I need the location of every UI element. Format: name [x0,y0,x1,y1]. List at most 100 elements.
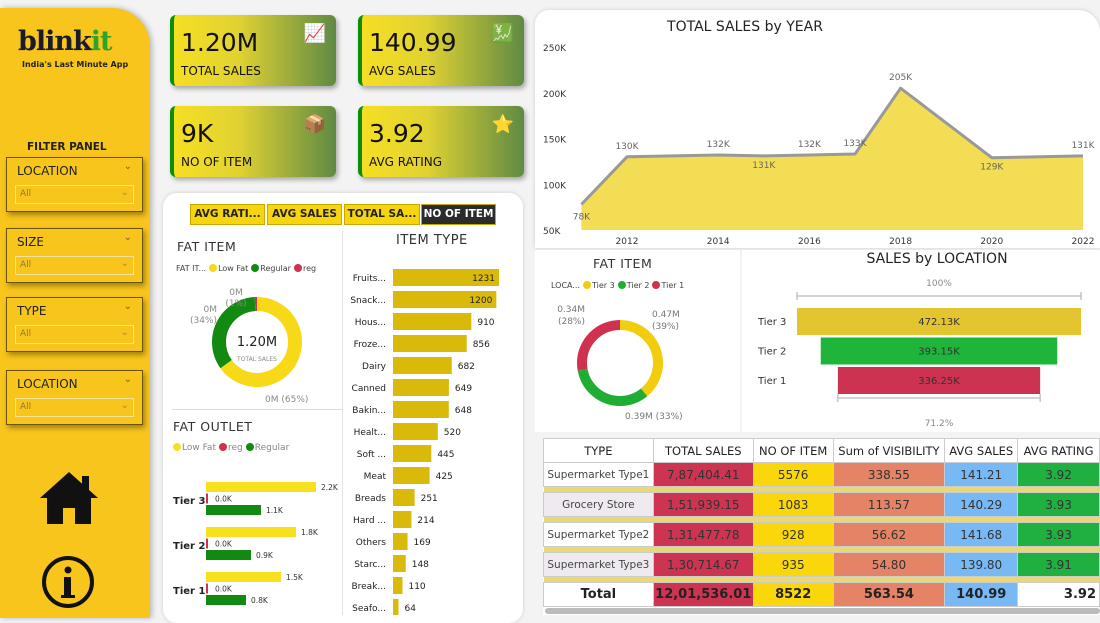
chevron-down-icon[interactable]: ⌄ [123,301,132,312]
metric-button[interactable]: TOTAL SA... [344,204,420,225]
row-separator [543,486,1100,493]
table-scrollbar[interactable] [545,608,1100,614]
y-tick-label: 250K [543,44,567,54]
funnel-bar-tier-2[interactable] [820,337,1058,365]
table-row[interactable]: Grocery Store 1,51,939.15 1083 113.57 140.29… [543,492,1100,517]
category-label: Tier 1 [757,376,786,387]
bar-low-fat[interactable] [206,482,316,492]
home-icon[interactable] [38,470,100,526]
bar-regular[interactable] [206,550,251,560]
bar[interactable] [393,335,467,352]
total-cell: Total [543,582,654,607]
bar[interactable] [393,269,499,286]
table-cell: 1083 [752,492,834,517]
bar-reg[interactable] [206,538,208,549]
column-header[interactable]: TYPE [543,438,654,463]
slicer-dropdown[interactable]: All ⌄ [15,398,134,417]
chevron-down-icon[interactable]: ⌄ [123,161,132,172]
bar[interactable] [393,533,408,550]
data-label: 2.2K [321,483,339,492]
slicer-dropdown[interactable]: All ⌄ [15,325,134,344]
bar-regular[interactable] [206,505,261,515]
kpi-label: AVG SALES [369,64,436,78]
funnel-bar-tier-1[interactable] [837,367,1041,394]
column-header[interactable]: AVG RATING [1017,438,1100,463]
divider [342,231,343,615]
data-label: 131K [1071,141,1095,151]
total-cell: 8522 [752,582,834,607]
data-label: 520 [444,428,461,438]
slicer-dropdown[interactable]: All ⌄ [15,185,134,204]
bar-low-fat[interactable] [206,572,281,582]
table-cell: 3.92 [1017,462,1100,487]
slicer-value: All [20,329,32,339]
bar[interactable] [393,291,497,308]
funnel-bottom-percent: 71.2% [925,419,954,429]
bar[interactable] [393,555,406,572]
column-header[interactable]: Sum of VISIBILITY [832,438,946,463]
bar[interactable] [393,467,430,484]
category-label: Canned [352,384,386,394]
data-label: (39%) [652,322,679,332]
chevron-down-icon[interactable]: ⌄ [123,232,132,243]
data-label: 78K [573,212,591,222]
data-label: 0.34M [557,305,585,315]
fat-item-title: FAT ITEM [177,239,237,254]
kpi-value: 140.99 [369,28,457,57]
fat-item-slice-reg[interactable] [212,297,302,387]
table-row[interactable]: Supermarket Type2 1,31,477.78 928 56.62 141.… [543,522,1100,547]
total-cell: 563.54 [832,582,946,607]
bar[interactable] [393,401,449,418]
data-label: 132K [798,140,822,150]
data-label: 129K [980,163,1004,173]
bar-reg[interactable] [206,493,208,504]
data-label: 1.8K [301,528,319,537]
metric-button[interactable]: AVG RATI... [190,204,265,225]
bar[interactable] [393,511,412,528]
sales-by-year-area-chart: 50K 100K 150K 200K 250K 2012 2014 2016 2018 2020 2… [543,44,1096,247]
bar-reg[interactable] [206,583,208,594]
data-label: 0.0K [215,495,233,504]
funnel-bar-tier-3[interactable] [797,308,1081,335]
legend-dot [173,443,181,451]
bar[interactable] [393,599,399,615]
metric-button[interactable]: AVG SALES [267,204,342,225]
slicer-2[interactable]: TYPE ⌄ All ⌄ [6,297,143,352]
column-header[interactable]: AVG SALES [944,438,1019,463]
slicer-1[interactable]: SIZE ⌄ All ⌄ [6,228,143,283]
divider [172,409,342,410]
data-label: 0.39M (33%) [625,412,683,422]
data-label: 856 [473,340,490,350]
data-label: 133K [843,139,867,149]
table-row[interactable]: Supermarket Type3 1,30,714.67 935 54.80 139.… [543,552,1100,577]
slicer-0[interactable]: LOCATION ⌄ All ⌄ [6,157,143,212]
bar-low-fat[interactable] [206,527,296,537]
kpi-label: NO OF ITEM [181,155,253,169]
table-row[interactable]: Supermarket Type1 7,87,404.41 5576 338.55 14… [543,462,1100,487]
bar[interactable] [393,357,452,374]
fat-item-legend: FAT IT... Low Fat Regular reg [176,264,317,273]
table-header: TYPE TOTAL SALES NO OF ITEM Sum of VISIBILI… [543,438,1100,463]
chevron-down-icon[interactable]: ⌄ [123,374,132,385]
kpi-card: 9K NO OF ITEM 📦 [170,106,336,177]
bar[interactable] [393,313,472,330]
bar[interactable] [393,379,449,396]
column-header[interactable]: TOTAL SALES [652,438,754,463]
location-slice-tier-2[interactable] [577,320,663,406]
slicer-dropdown[interactable]: All ⌄ [15,256,134,275]
location-slice-tier-1[interactable] [577,320,663,406]
bar[interactable] [393,489,415,506]
bar[interactable] [393,445,432,462]
slicer-3[interactable]: LOCATION ⌄ All ⌄ [6,370,143,425]
metric-button[interactable]: NO OF ITEM [421,204,496,225]
legend-item: reg [227,443,243,453]
info-icon[interactable] [41,555,95,609]
bar[interactable] [393,577,403,594]
fat-item-slice-regular[interactable] [212,297,302,387]
bar[interactable] [393,423,438,440]
category-label: Meat [364,472,387,482]
column-header[interactable]: NO OF ITEM [752,438,834,463]
legend-item: Low Fat [218,264,249,273]
sales-line[interactable] [580,86,1084,206]
bar-regular[interactable] [206,595,246,605]
